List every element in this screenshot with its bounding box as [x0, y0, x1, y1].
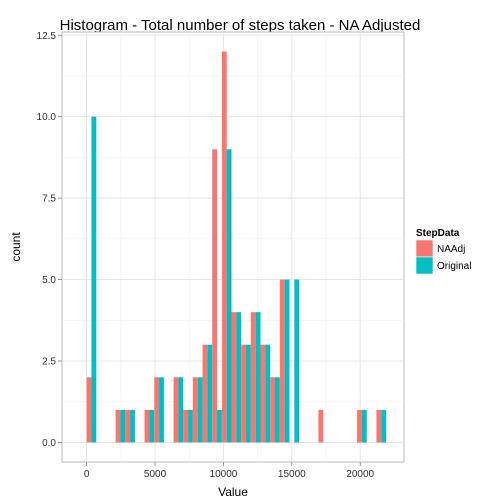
bar-naadj [86, 377, 92, 443]
bar-naadj [231, 312, 237, 443]
bar-naadj [241, 344, 247, 443]
x-tick-label: 10000 [210, 469, 238, 480]
bar-naadj [221, 51, 227, 443]
bar-naadj [250, 312, 256, 443]
bar-naadj [260, 344, 266, 443]
legend-label-naadj: NAAdj [437, 244, 465, 255]
bar-original [361, 409, 367, 443]
legend-title: StepData [416, 228, 460, 239]
bar-naadj [202, 344, 208, 443]
bar-naadj [270, 377, 275, 443]
bar-original [217, 409, 222, 443]
x-axis-ticks: 0 5000 10000 15000 20000 [84, 462, 375, 480]
legend-items: NAAdj Original [415, 239, 471, 275]
x-tick-label: 20000 [346, 469, 374, 480]
x-tick-label: 5000 [144, 469, 167, 480]
bar-naadj [183, 409, 189, 443]
bar-naadj [212, 149, 218, 443]
bar-original [159, 377, 164, 443]
x-tick-label: 15000 [278, 469, 306, 480]
x-axis-label: Value [218, 485, 248, 499]
bar-original [236, 312, 242, 443]
bar-naadj [144, 409, 150, 443]
y-tick-label: 10.0 [37, 112, 57, 123]
bar-original [255, 312, 261, 443]
bar-naadj [279, 279, 285, 443]
y-tick-label: 5.0 [42, 275, 56, 286]
plot-panel [61, 31, 405, 463]
bar-original [246, 344, 251, 443]
bar-original [381, 409, 387, 443]
bar-original [130, 409, 135, 443]
y-tick-label: 0.0 [42, 438, 56, 449]
bar-naadj [154, 377, 160, 443]
bar-original [294, 279, 300, 443]
bar-original [197, 377, 203, 443]
legend-key-original [415, 256, 434, 275]
y-tick-label: 12.5 [37, 31, 57, 42]
bar-original [265, 344, 271, 443]
legend: StepData NAAdj Original [415, 228, 471, 275]
y-axis-label: count [9, 232, 23, 262]
bar-naadj [376, 409, 382, 443]
bar-naadj [357, 409, 362, 443]
bar-original [188, 409, 193, 443]
y-tick-label: 7.5 [42, 194, 56, 205]
x-tick-label: 0 [84, 469, 90, 480]
bar-original [91, 116, 97, 443]
bar-naadj [192, 377, 198, 443]
bar-naadj [173, 377, 179, 443]
chart-title: Histogram - Total number of steps taken … [60, 17, 421, 34]
bar-original [274, 377, 280, 443]
y-axis-ticks: 0.0 2.5 5.0 7.5 10.0 12.5 [37, 31, 62, 449]
bar-original [284, 279, 290, 443]
bar-naadj [318, 409, 324, 443]
bar-original [178, 377, 184, 443]
bar-original [120, 409, 126, 443]
legend-label-original: Original [437, 261, 471, 272]
bar-original [149, 409, 155, 443]
bar-naadj [125, 409, 131, 443]
legend-key-naadj [415, 239, 434, 258]
y-tick-label: 2.5 [42, 357, 56, 368]
grid-lines [62, 32, 404, 462]
bar-naadj [115, 409, 121, 443]
bar-original [226, 149, 232, 443]
bar-original [207, 344, 213, 443]
bars [86, 51, 387, 443]
